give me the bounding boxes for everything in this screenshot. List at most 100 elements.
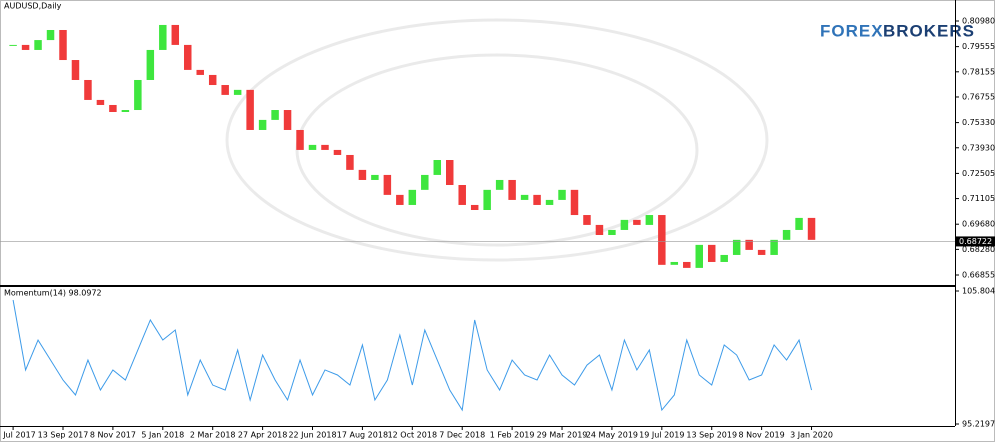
candle [583, 215, 591, 225]
logo-right: BROKERS [883, 21, 975, 40]
watermark [225, 18, 769, 262]
y-tick-label: 0.76755 [962, 92, 995, 101]
x-tick-label: 7 Dec 2018 [439, 431, 485, 440]
candle [770, 239, 778, 255]
x-tick-label: 8 Nov 2019 [739, 431, 785, 440]
candle [533, 194, 541, 205]
y-tick-label: 0.69680 [962, 220, 995, 229]
candle [171, 24, 180, 45]
candle [258, 119, 267, 130]
y-tick-label: 0.75330 [962, 118, 995, 127]
y-tick-label: 0.78155 [962, 67, 995, 76]
candle [396, 194, 404, 205]
candle [720, 254, 728, 262]
candle [508, 179, 516, 200]
candle [308, 144, 317, 150]
candle [570, 189, 579, 216]
x-tick-label: 22 Jun 2018 [288, 431, 336, 440]
x-tick-label: 19 Jul 2019 [639, 431, 684, 440]
x-tick-label: 8 Nov 2017 [90, 431, 136, 440]
y-tick-label: 0.66855 [962, 271, 995, 280]
candle [21, 44, 30, 50]
y-tick-label: 0.73930 [962, 143, 995, 152]
x-tick-label: 27 Apr 2018 [238, 431, 287, 440]
candle [84, 79, 92, 100]
candle [757, 249, 766, 255]
candle [707, 244, 716, 262]
candle [633, 219, 641, 225]
candle [732, 239, 741, 255]
y-tick-label: 95.2197 [962, 419, 995, 428]
indicator-title: Momentum(14) 98.0972 [4, 289, 102, 298]
x-tick-label: 3 Jan 2020 [790, 431, 833, 440]
candle [346, 154, 354, 170]
candle [246, 89, 254, 130]
candle [745, 239, 753, 250]
current-price-box [956, 236, 995, 247]
candle [458, 185, 466, 205]
candle [545, 199, 554, 205]
x-tick-label: 5 Jan 2018 [141, 431, 184, 440]
y-tick-label: 0.71105 [962, 194, 995, 203]
current-price-label: 0.68722 [959, 237, 992, 246]
candle [184, 44, 192, 70]
candle [670, 261, 679, 265]
candle [71, 60, 80, 80]
candle [807, 217, 816, 240]
candle [620, 219, 629, 230]
y-tick-label: 0.79555 [962, 42, 995, 51]
y-tick-label: 105.8047 [962, 286, 995, 295]
candle [558, 189, 566, 200]
candle [782, 229, 791, 240]
candle [121, 110, 130, 112]
candle [321, 144, 329, 150]
candle [421, 174, 429, 190]
candle [371, 174, 379, 180]
candle [683, 261, 691, 268]
candle [96, 99, 105, 105]
candle [695, 244, 703, 268]
candle [520, 194, 529, 200]
candle [109, 104, 117, 112]
x-tick-label: 12 Oct 2018 [388, 431, 437, 440]
x-tick-label: 2 Mar 2018 [190, 431, 236, 440]
x-tick-label: 29 Mar 2019 [537, 431, 588, 440]
candle [296, 129, 304, 150]
candle [283, 110, 292, 130]
candle [146, 49, 155, 80]
candle [595, 224, 604, 235]
y-tick-label: 0.80980 [962, 17, 995, 26]
candle [233, 89, 242, 95]
momentum-line [12, 299, 813, 412]
candle [59, 29, 67, 61]
candle [495, 179, 504, 190]
candle [333, 149, 342, 155]
candle [645, 215, 654, 225]
candle [483, 189, 491, 210]
logo-left: FOREX [820, 21, 884, 40]
candle [34, 40, 42, 50]
x-tick-label: 13 Sep 2017 [38, 431, 89, 440]
y-tick-label: 0.68280 [962, 245, 995, 254]
candle [445, 160, 454, 186]
x-tick-label: 17 Aug 2018 [337, 431, 388, 440]
candle [408, 189, 417, 205]
candle [470, 204, 479, 210]
candle [658, 215, 666, 265]
candle [46, 29, 55, 41]
candle [795, 217, 803, 230]
candle [358, 169, 367, 180]
candle [221, 85, 229, 95]
candle [208, 74, 217, 86]
x-tick-label: 13 Sep 2019 [686, 431, 737, 440]
candle [608, 229, 616, 235]
candle [196, 69, 204, 75]
x-tick-label: 24 May 2019 [586, 431, 638, 440]
candle [159, 24, 167, 50]
chart-title: AUDUSD,Daily [4, 2, 62, 11]
candle [134, 79, 142, 111]
x-tick-label: 1 Feb 2019 [490, 431, 535, 440]
